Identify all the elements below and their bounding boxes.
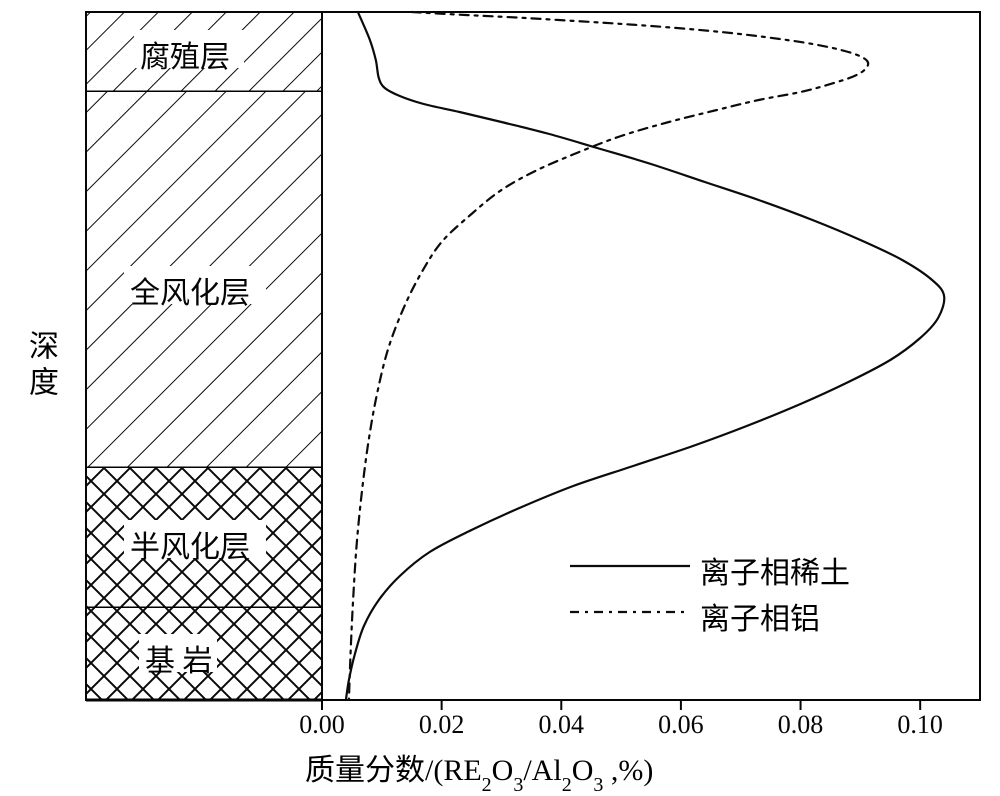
layer-label-humus: 腐殖层 — [140, 32, 230, 76]
x-tick-label: 0.02 — [419, 710, 465, 740]
x-axis-label-text: 质量分数/(RE2O3/Al2O3 ,%) — [305, 754, 653, 787]
x-tick-label: 0.00 — [299, 710, 345, 740]
x-axis-label: 质量分数/(RE2O3/Al2O3 ,%) — [305, 745, 1000, 793]
legend-label-ion-phase-aluminum: 离子相铝 — [700, 594, 820, 638]
x-tick-label: 0.06 — [658, 710, 704, 740]
x-tick-label: 0.04 — [539, 710, 585, 740]
layer-label-full-weathered: 全风化层 — [130, 268, 250, 312]
layer-label-semi-weathered: 半风化层 — [130, 522, 250, 566]
series-ion-phase-rare-earth — [346, 12, 944, 700]
x-tick-label: 0.08 — [778, 710, 824, 740]
layer-label-bedrock: 基 岩 — [145, 636, 213, 680]
x-tick-label: 0.10 — [897, 710, 943, 740]
legend-label-ion-phase-rare-earth: 离子相稀土 — [700, 548, 850, 592]
chart-container: 深度 0.000.020.040.060.080.10 腐殖层全风化层半风化层基… — [0, 0, 1000, 791]
